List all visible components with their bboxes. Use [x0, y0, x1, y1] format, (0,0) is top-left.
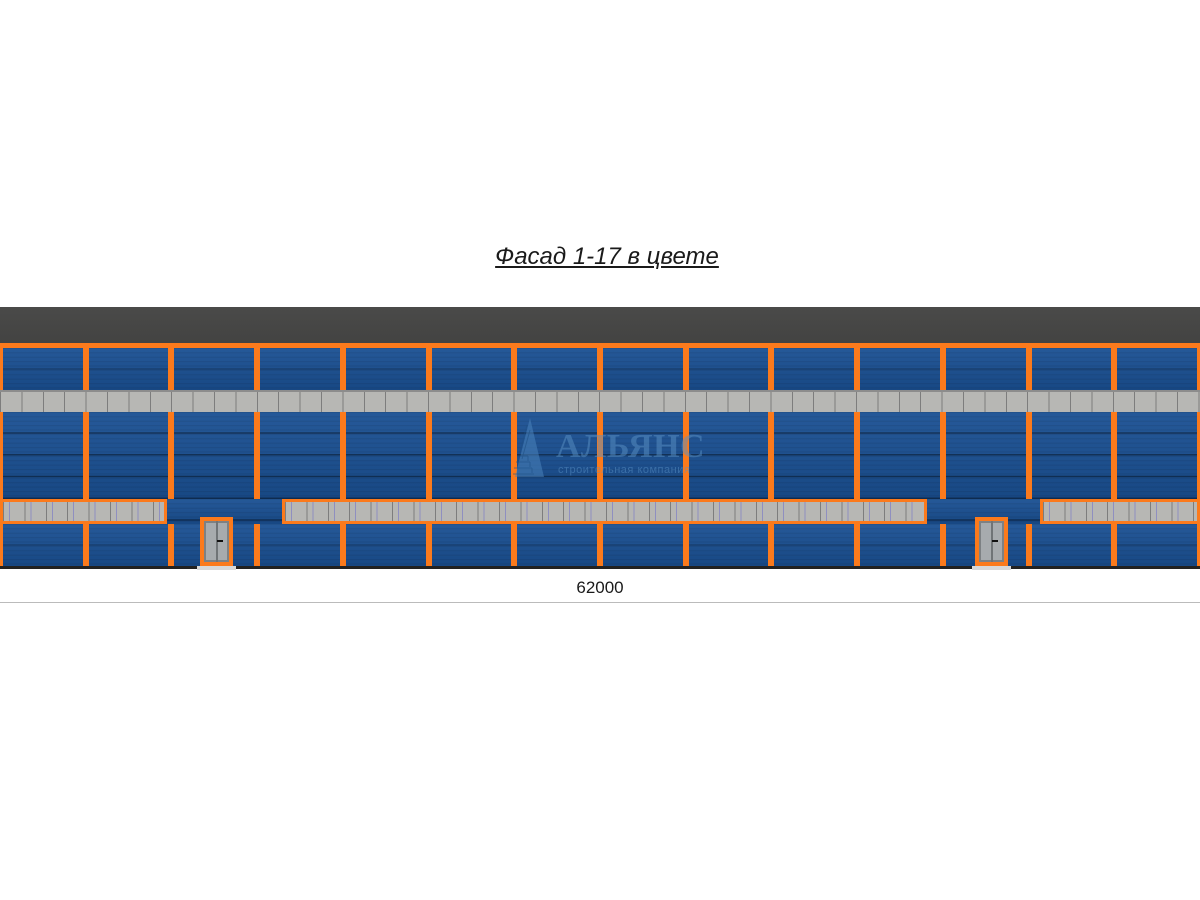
svg-text:строительная компания: строительная компания [558, 464, 690, 476]
svg-text:АЛЬЯНС: АЛЬЯНС [556, 428, 705, 465]
